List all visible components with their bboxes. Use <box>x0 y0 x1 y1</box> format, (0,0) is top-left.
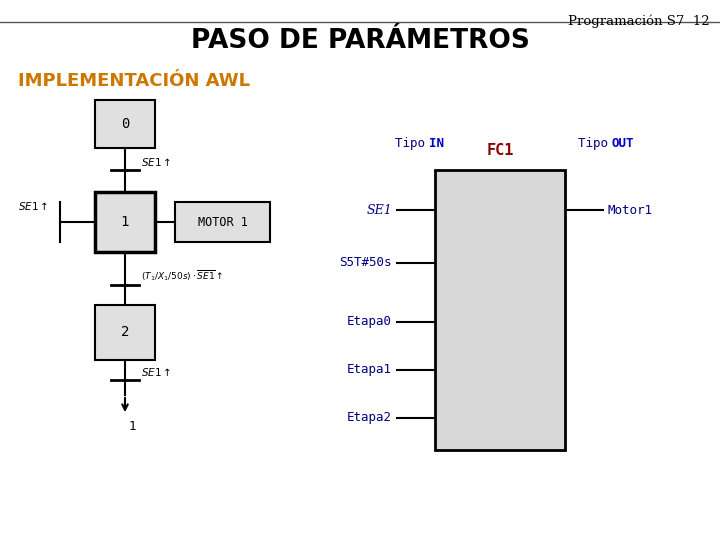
Text: IMPLEMENTACIÓN AWL: IMPLEMENTACIÓN AWL <box>18 72 250 90</box>
Text: IN: IN <box>429 137 444 150</box>
Bar <box>175 202 270 242</box>
Text: Etapa0: Etapa0 <box>347 315 392 328</box>
Text: 1: 1 <box>129 420 137 433</box>
Text: $SE1\uparrow$: $SE1\uparrow$ <box>141 156 171 168</box>
Text: Etapa1: Etapa1 <box>347 363 392 376</box>
Text: $SE1\uparrow$: $SE1\uparrow$ <box>141 366 171 378</box>
Text: SE1: SE1 <box>366 204 392 217</box>
Text: OUT: OUT <box>612 137 634 150</box>
Text: $(T_1/X_1/50s)\cdot\overline{SE1}\uparrow$: $(T_1/X_1/50s)\cdot\overline{SE1}\uparro… <box>141 268 223 283</box>
Text: FC1: FC1 <box>486 143 513 158</box>
Text: Motor1: Motor1 <box>608 204 653 217</box>
Text: Programación S7  12: Programación S7 12 <box>568 14 710 28</box>
Bar <box>435 170 565 450</box>
Bar <box>95 100 155 148</box>
Text: S5T#50s: S5T#50s <box>340 256 392 269</box>
Text: Etapa2: Etapa2 <box>347 411 392 424</box>
Text: MOTOR 1: MOTOR 1 <box>197 215 248 228</box>
Bar <box>95 192 155 252</box>
Text: $SE1\uparrow$: $SE1\uparrow$ <box>18 200 48 212</box>
Text: 2: 2 <box>121 326 129 340</box>
Text: Tipo: Tipo <box>395 137 433 150</box>
Text: 0: 0 <box>121 117 129 131</box>
Text: Tipo: Tipo <box>578 137 616 150</box>
Text: 1: 1 <box>121 215 129 229</box>
Bar <box>95 305 155 360</box>
Text: PASO DE PARÁMETROS: PASO DE PARÁMETROS <box>191 28 529 54</box>
